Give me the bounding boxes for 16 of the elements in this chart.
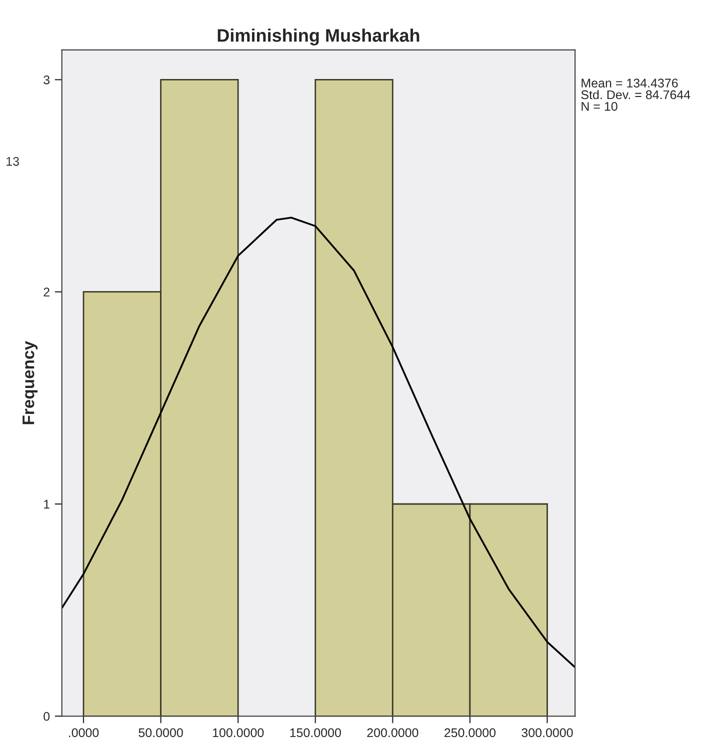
text: 13	[6, 156, 19, 166]
x-tick-label: 200.0000	[367, 728, 418, 738]
y-tick-label: 2	[44, 288, 50, 296]
chart-title: Diminishing Musharkah	[218, 28, 420, 46]
y-axis-title: Frequency	[22, 341, 38, 424]
y-tick-label: 1	[44, 500, 50, 509]
x-tick-label: .0000	[69, 728, 99, 738]
x-tick-label: 150.0000	[290, 728, 341, 738]
x-tick-label: 300.0000	[522, 728, 573, 738]
x-tick-label: 50.0000	[138, 728, 183, 738]
text: Mean = 134.4376 Std. Dev. = 84.7644 N = 10	[581, 78, 690, 111]
y-tick-label: 0	[44, 712, 50, 721]
x-tick-label: 250.0000	[444, 728, 496, 738]
x-tick-label: 100.0000	[212, 728, 264, 738]
y-tick-label: 3	[44, 75, 50, 84]
line-series	[62, 216, 576, 668]
